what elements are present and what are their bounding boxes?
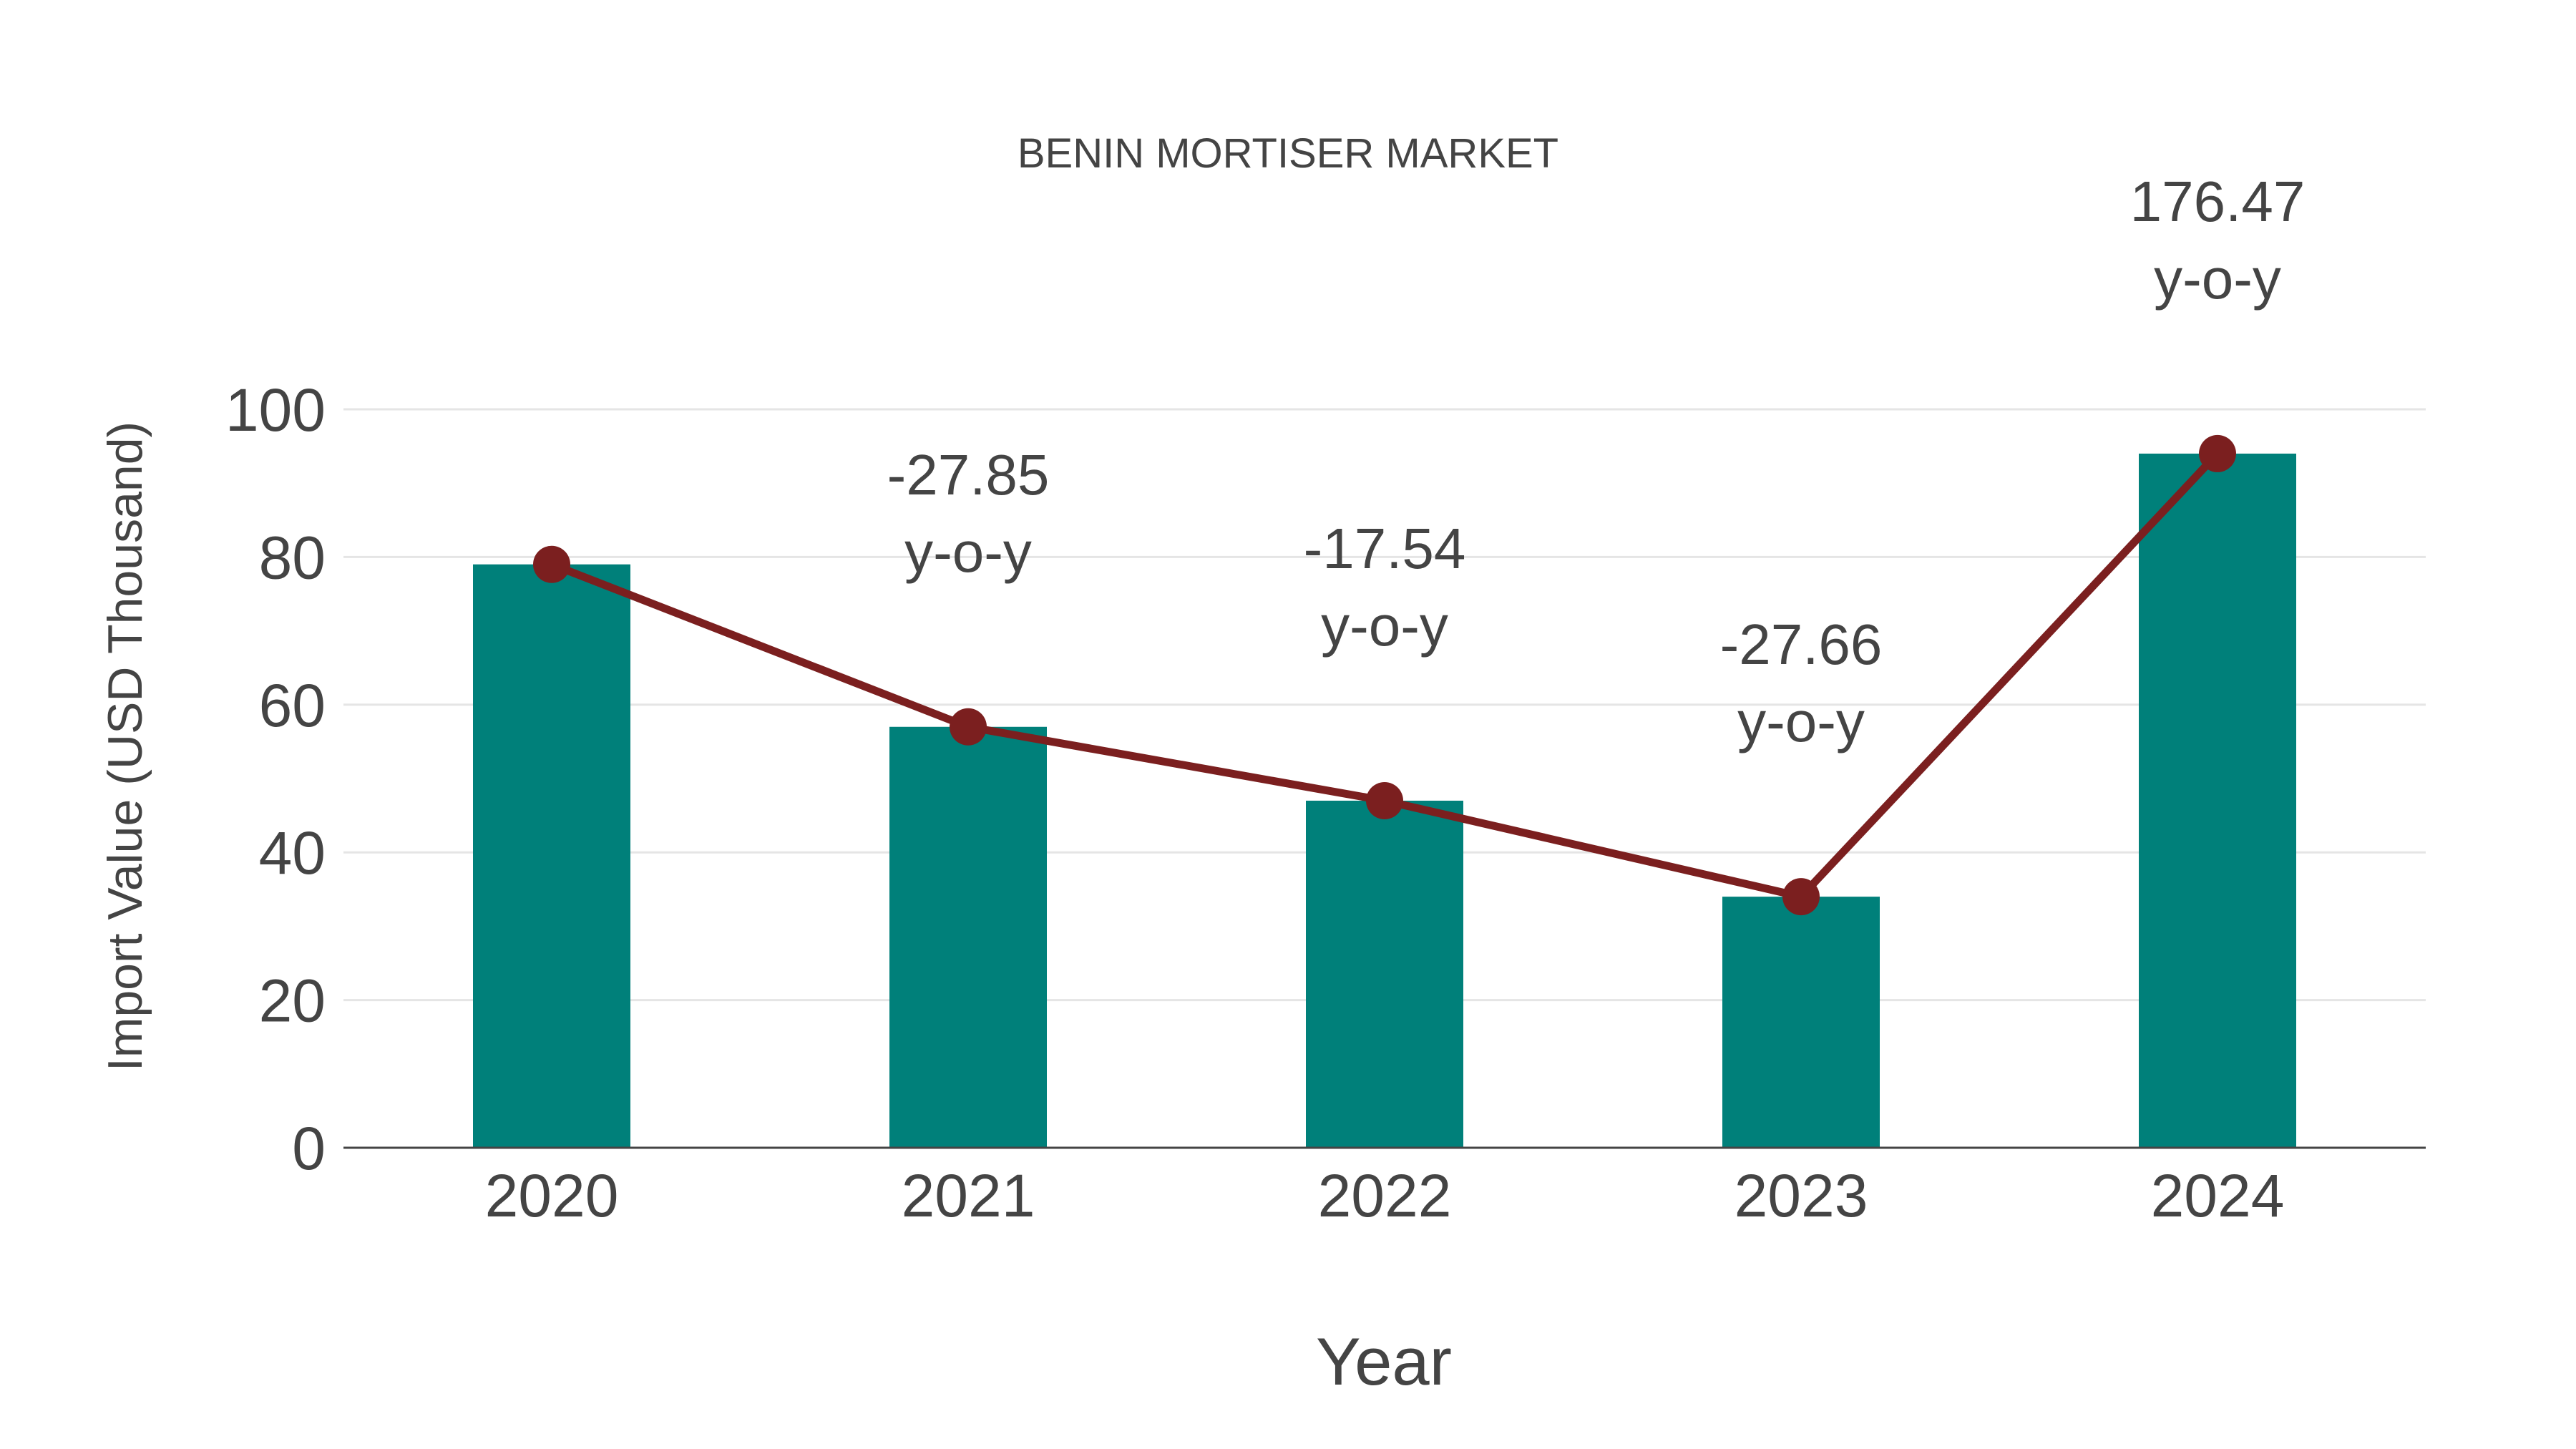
y-tick-label: 20: [259, 967, 326, 1035]
yoy-suffix: y-o-y: [904, 520, 1032, 584]
bar-2024: [2139, 453, 2296, 1148]
yoy-value: -27.85: [887, 443, 1050, 507]
yoy-suffix: y-o-y: [1321, 594, 1448, 658]
y-tick-label: 60: [259, 672, 326, 739]
trend-point: [533, 545, 570, 583]
trend-point: [1366, 781, 1403, 819]
yoy-value: 176.47: [2130, 170, 2306, 233]
yoy-value: -27.66: [1720, 613, 1883, 676]
x-tick-label: 2020: [485, 1162, 619, 1229]
trend-point: [950, 708, 987, 746]
x-tick-label: 2021: [902, 1162, 1035, 1229]
x-axis-ticks: 2020 2021 2022 2023 2024: [485, 1162, 2285, 1229]
y-tick-label: 40: [259, 819, 326, 887]
x-tick-label: 2023: [1735, 1162, 1868, 1229]
x-axis-title: Year: [1316, 1324, 1452, 1399]
bar-2020: [473, 564, 630, 1148]
trend-point: [2199, 434, 2236, 472]
yoy-value: -17.54: [1304, 517, 1466, 580]
trend-point: [1782, 878, 1820, 916]
chart-title: BENIN MORTISER MARKET: [1018, 130, 1558, 177]
trend-line: [533, 434, 2236, 916]
bar-2021: [889, 726, 1047, 1148]
yoy-suffix: y-o-y: [1737, 690, 1865, 753]
yoy-suffix: y-o-y: [2154, 247, 2281, 311]
y-tick-label: 100: [225, 376, 326, 444]
bar-2022: [1306, 800, 1463, 1148]
y-tick-label: 80: [259, 524, 326, 591]
bar-2023: [1722, 897, 1880, 1148]
bars: [473, 453, 2296, 1148]
y-axis-ticks: 0 20 40 60 80 100: [225, 376, 326, 1182]
gridlines: [343, 408, 2426, 1002]
x-tick-label: 2024: [2151, 1162, 2285, 1229]
yoy-annotations: -27.85 y-o-y -17.54 y-o-y -27.66 y-o-y 176.47 y…: [887, 170, 2306, 753]
y-axis-title: Import Value (USD Thousand): [98, 421, 152, 1071]
x-tick-label: 2022: [1318, 1162, 1452, 1229]
y-tick-label: 0: [292, 1115, 326, 1182]
